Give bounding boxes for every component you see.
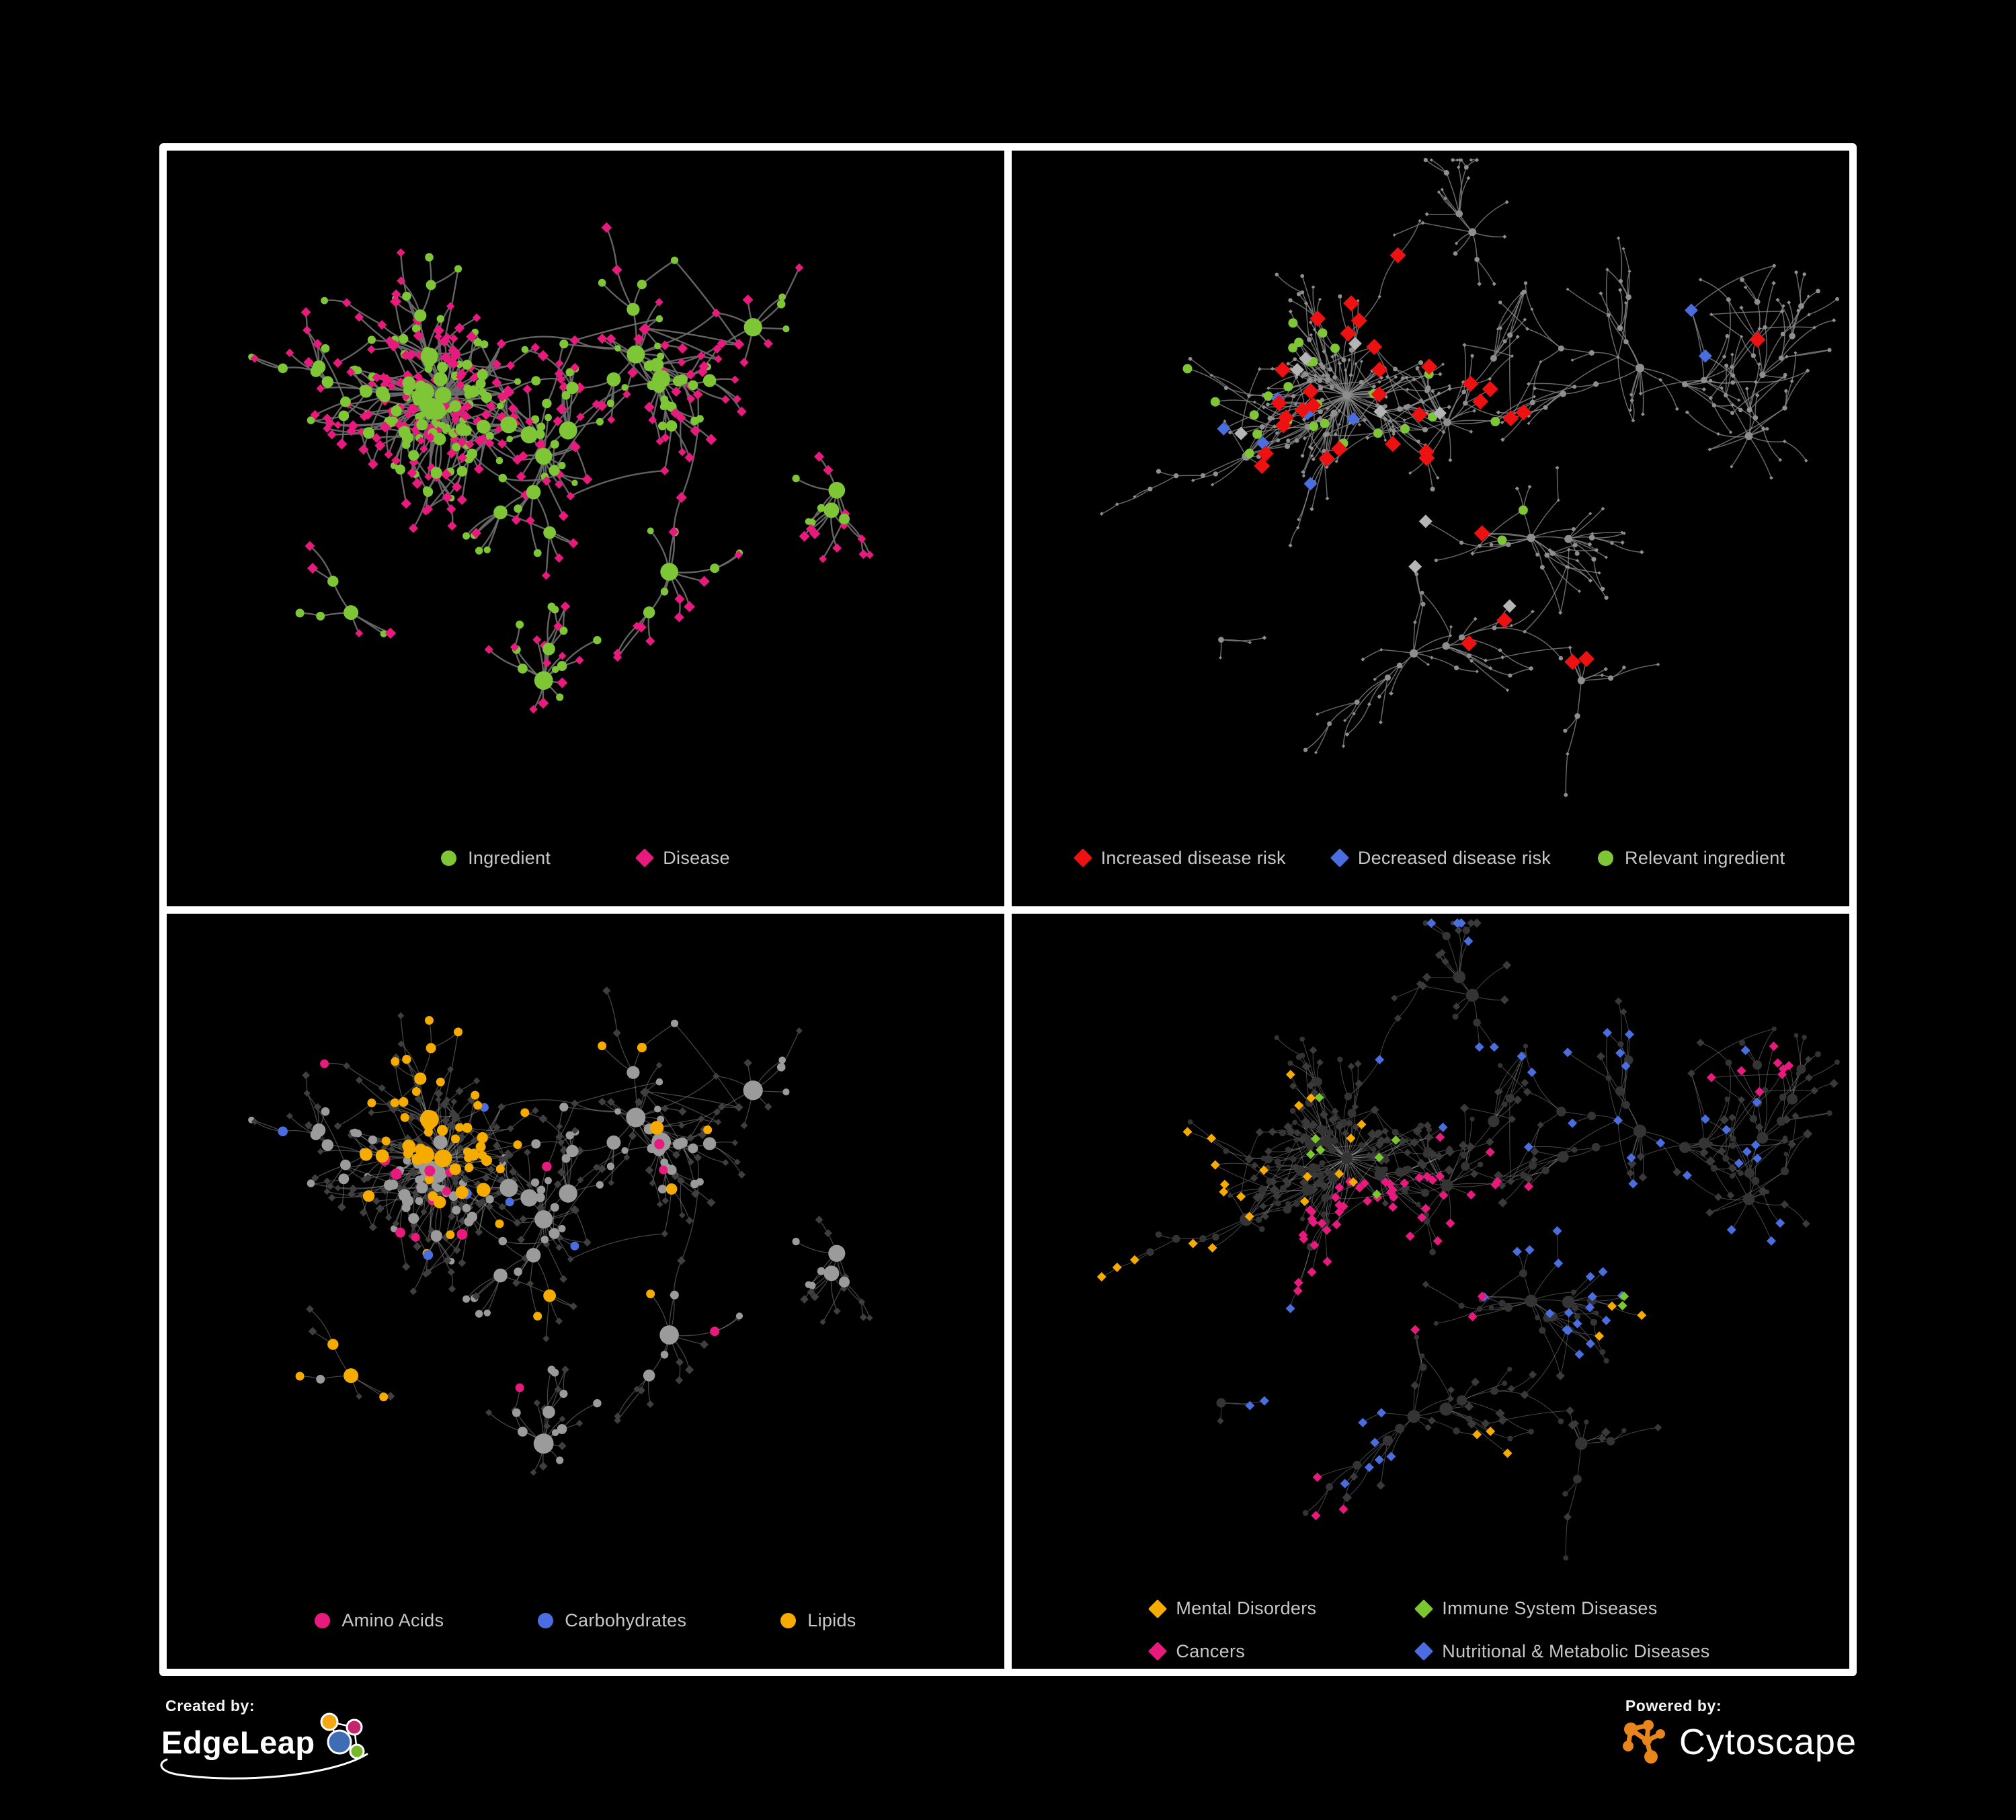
- cytoscape-logo-icon: [1622, 1720, 1665, 1764]
- created-by-label: Created by:: [165, 1697, 255, 1714]
- legend-label: Nutritional & Metabolic Diseases: [1442, 1640, 1710, 1661]
- legend-disease-risk: Increased disease risk Decreased disease …: [1012, 830, 1849, 906]
- legend-marker-circle-icon: [1598, 850, 1614, 866]
- panel-ingredient-disease: Ingredient Disease: [167, 151, 1004, 906]
- network-graph-ingredient-classes: [248, 986, 873, 1476]
- legend-marker-diamond-icon: [1148, 1599, 1168, 1618]
- legend-item: Immune System Diseases: [1414, 1598, 1709, 1619]
- legend-item: Lipids: [780, 1610, 856, 1631]
- legend-item: Nutritional & Metabolic Diseases: [1414, 1640, 1710, 1662]
- legend-item: Decreased disease risk: [1330, 847, 1551, 869]
- legend-marker-diamond-icon: [1148, 1641, 1168, 1661]
- legend-marker-diamond-icon: [1073, 848, 1092, 868]
- legend-label: Lipids: [807, 1610, 856, 1630]
- network-graph-ingredient-disease: [248, 222, 874, 714]
- legend-marker-diamond-icon: [1414, 1641, 1434, 1661]
- edgeleap-logo-icon: [320, 1712, 365, 1759]
- legend-label: Relevant ingredient: [1625, 847, 1785, 868]
- edgeleap-credit: Created by: EdgeLeap: [160, 1697, 370, 1780]
- legend-item: Cancers: [1148, 1640, 1316, 1662]
- legend-item: Amino Acids: [315, 1610, 444, 1631]
- legend-item: Mental Disorders: [1148, 1598, 1317, 1619]
- cytoscape-credit: Powered by: Cytoscape: [1621, 1697, 1857, 1766]
- cytoscape-logo-text: Cytoscape: [1679, 1722, 1857, 1762]
- legend-marker-diamond-icon: [1414, 1599, 1434, 1618]
- legend-item: Ingredient: [441, 848, 551, 869]
- legend-label: Cancers: [1176, 1640, 1246, 1661]
- legend-item: Carbohydrates: [538, 1610, 686, 1631]
- legend-label: Disease: [663, 847, 730, 868]
- legend-marker-circle-icon: [780, 1613, 797, 1628]
- network-graph-disease-categories: [1096, 918, 1840, 1560]
- legend-marker-circle-icon: [315, 1613, 331, 1628]
- panel-ingredient-classes: Amino Acids Carbohydrates Lipids: [167, 913, 1004, 1669]
- edgeleap-logo-text: EdgeLeap: [161, 1724, 315, 1760]
- legend-item: Disease: [635, 847, 730, 869]
- legend-disease-categories: Mental Disorders Immune System Diseases Ca…: [1012, 1593, 1849, 1669]
- powered-by-label: Powered by:: [1625, 1697, 1722, 1714]
- panels-frame: Ingredient Disease Increased disease risk D…: [159, 143, 1857, 1676]
- legend-label: Immune System Diseases: [1442, 1598, 1658, 1618]
- panel-disease-risk: Increased disease risk Decreased disease …: [1012, 151, 1849, 906]
- network-graph-disease-risk: [1099, 157, 1839, 797]
- legend-label: Increased disease risk: [1100, 847, 1286, 868]
- legend-marker-circle-icon: [441, 850, 457, 866]
- legend-label: Amino Acids: [341, 1610, 444, 1630]
- legend-label: Carbohydrates: [565, 1610, 687, 1630]
- legend-item: Relevant ingredient: [1598, 848, 1785, 869]
- legend-marker-diamond-icon: [1330, 848, 1349, 868]
- panel-disease-categories: Mental Disorders Immune System Diseases Ca…: [1012, 913, 1849, 1669]
- legend-label: Ingredient: [468, 847, 551, 868]
- legend-label: Decreased disease risk: [1357, 847, 1551, 868]
- legend-marker-diamond-icon: [635, 848, 655, 868]
- legend-label: Mental Disorders: [1176, 1598, 1317, 1618]
- legend-ingredient-classes: Amino Acids Carbohydrates Lipids: [167, 1593, 1004, 1669]
- legend-marker-circle-icon: [538, 1613, 554, 1628]
- legend-item: Increased disease risk: [1073, 847, 1286, 869]
- legend-ingredient-disease: Ingredient Disease: [167, 830, 1004, 906]
